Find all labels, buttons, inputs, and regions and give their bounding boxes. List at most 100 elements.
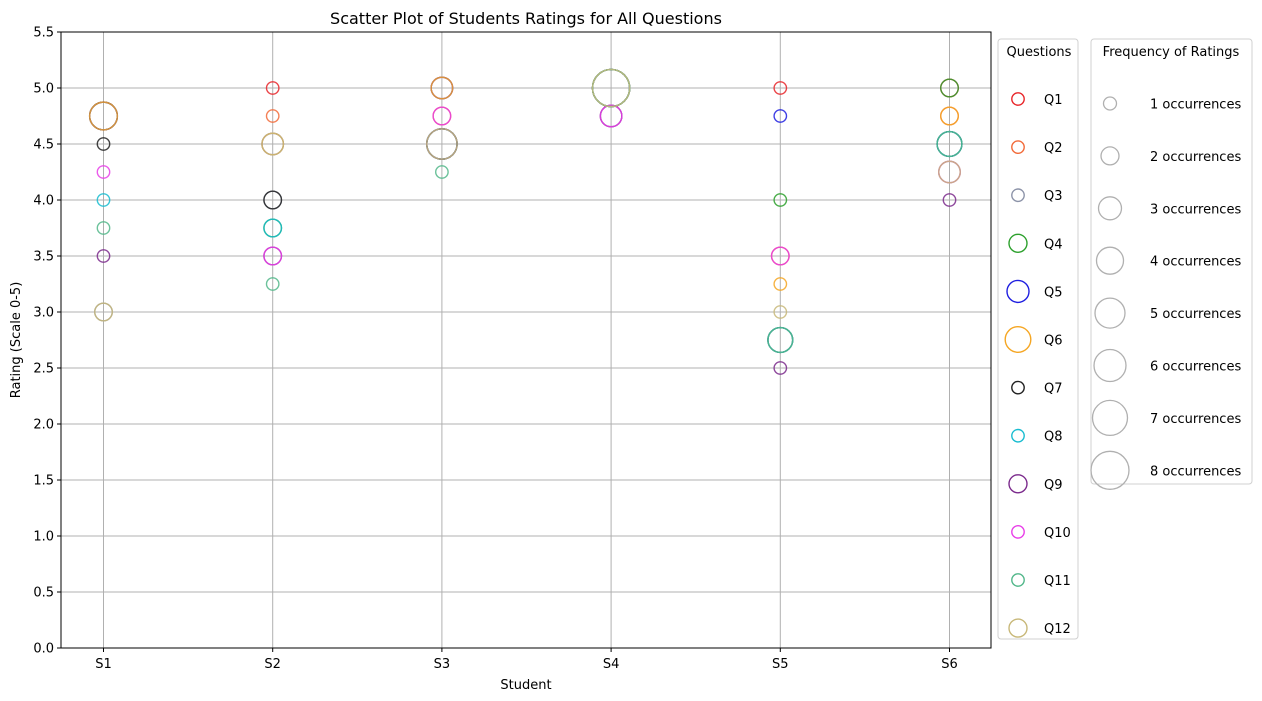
frequency-label: 2 occurrences (1150, 150, 1241, 165)
frequency-marker (1093, 348, 1127, 383)
legend-marker-q9 (1008, 474, 1028, 494)
scatter-point (261, 132, 285, 156)
chart-title: Scatter Plot of Students Ratings for All… (330, 9, 722, 28)
plot-frame (60, 31, 992, 649)
scatter-point (938, 160, 961, 184)
scatter-point (434, 165, 449, 179)
x-axis-label: Student (500, 678, 551, 693)
series-q5 (88, 68, 963, 158)
legend-label-q4: Q4 (1044, 237, 1063, 252)
x-tick-label: S4 (603, 657, 620, 672)
frequency-marker (1102, 96, 1118, 111)
legend-label-q3: Q3 (1044, 189, 1063, 204)
y-axis-ticks: 0.0 0.5 1.0 1.5 2.0 2.5 3.0 3.5 4.0 4.5 5.0 5.5 (33, 26, 61, 657)
frequency-legend-items: 1 occurrences 2 occurrences 3 occurrences 4… (1090, 96, 1241, 490)
y-tick-label: 3.5 (33, 250, 54, 265)
legend-label-q1: Q1 (1044, 93, 1063, 108)
legend-marker-q2 (1011, 140, 1025, 155)
frequency-marker (1100, 146, 1120, 166)
legend-label-q5: Q5 (1044, 285, 1063, 300)
questions-legend-frame (997, 38, 1079, 640)
scatter-point (591, 68, 631, 108)
x-tick-label: S1 (95, 657, 112, 672)
scatter-point (88, 101, 119, 131)
legend-marker-q5 (1006, 279, 1030, 304)
y-axis-label: Rating (Scale 0-5) (9, 282, 24, 399)
frequency-label: 5 occurrences (1150, 307, 1241, 322)
scatter-point (426, 128, 458, 160)
series-q2 (88, 68, 959, 266)
questions-legend: Questions Q1 Q2 Q3 Q4 Q5 Q6 Q7 Q8 Q9 Q10 Q11 Q12 (997, 38, 1079, 640)
y-tick-label: 0.0 (33, 642, 54, 657)
x-tick-label: S3 (434, 657, 451, 672)
legend-marker-q8 (1011, 428, 1025, 443)
frequency-marker (1090, 450, 1130, 490)
scatter-point (263, 190, 283, 210)
y-tick-label: 5.0 (33, 82, 54, 97)
legend-marker-q11 (1011, 573, 1025, 587)
series-q3 (94, 104, 961, 354)
frequency-marker (1094, 297, 1126, 329)
frequency-label: 7 occurrences (1150, 412, 1241, 427)
scatter-point (942, 193, 957, 207)
scatter-point (770, 246, 790, 266)
y-tick-label: 2.0 (33, 418, 54, 433)
legend-label-q8: Q8 (1044, 430, 1063, 445)
legend-label-q11: Q11 (1044, 574, 1071, 589)
scatter-point (263, 246, 283, 266)
questions-legend-items: Q1 Q2 Q3 Q4 Q5 Q6 Q7 Q8 Q9 Q10 Q11 Q12 (1004, 92, 1071, 638)
series-q1 (88, 68, 959, 131)
scatter-point (96, 193, 111, 207)
x-tick-label: S5 (772, 657, 789, 672)
legend-marker-q4 (1008, 233, 1028, 254)
y-tick-label: 2.5 (33, 362, 54, 377)
frequency-label: 6 occurrences (1150, 360, 1241, 375)
frequency-label: 1 occurrences (1150, 98, 1241, 113)
scatter-point (94, 302, 113, 322)
series-q8 (96, 68, 963, 354)
scatter-point (773, 277, 788, 291)
legend-label-q12: Q12 (1044, 622, 1071, 637)
scatter-point (773, 109, 788, 123)
scatter-point (265, 109, 280, 123)
series-q12 (94, 68, 961, 322)
series-q4 (88, 68, 959, 238)
legend-label-q9: Q9 (1044, 478, 1063, 493)
frequency-legend-frame (1090, 38, 1253, 485)
scatter-point (96, 249, 111, 263)
scatter-point (96, 165, 111, 179)
series-q11 (96, 68, 963, 354)
series-q6 (88, 68, 959, 291)
y-tick-label: 3.0 (33, 306, 54, 321)
legend-label-q10: Q10 (1044, 526, 1071, 541)
legend-marker-q10 (1011, 525, 1025, 539)
y-tick-label: 1.5 (33, 474, 54, 489)
frequency-legend-title: Frequency of Ratings (1103, 45, 1240, 60)
legend-label-q6: Q6 (1044, 334, 1063, 349)
scatter-point (940, 106, 959, 126)
frequency-label: 3 occurrences (1150, 202, 1241, 217)
scatter-point (773, 305, 788, 319)
questions-legend-title: Questions (1007, 45, 1072, 60)
scatter-point (767, 326, 794, 354)
scatter-point (263, 218, 283, 238)
x-tick-label: S2 (264, 657, 281, 672)
scatter-point (773, 361, 788, 375)
y-tick-label: 0.5 (33, 586, 54, 601)
scatter-point (430, 76, 454, 100)
series-q7 (96, 68, 963, 354)
scatter-point (432, 106, 452, 126)
frequency-marker (1097, 196, 1123, 221)
legend-marker-q3 (1011, 188, 1025, 203)
legend-marker-q6 (1004, 326, 1032, 354)
frequency-legend: Frequency of Ratings 1 occurrences 2 occu… (1090, 38, 1253, 490)
frequency-marker (1091, 399, 1129, 437)
y-tick-label: 4.0 (33, 194, 54, 209)
y-tick-label: 5.5 (33, 26, 54, 41)
legend-label-q2: Q2 (1044, 141, 1063, 156)
grid-layer (61, 31, 991, 649)
legend-label-q7: Q7 (1044, 382, 1063, 397)
y-tick-label: 4.5 (33, 138, 54, 153)
scatter-point (940, 78, 959, 98)
